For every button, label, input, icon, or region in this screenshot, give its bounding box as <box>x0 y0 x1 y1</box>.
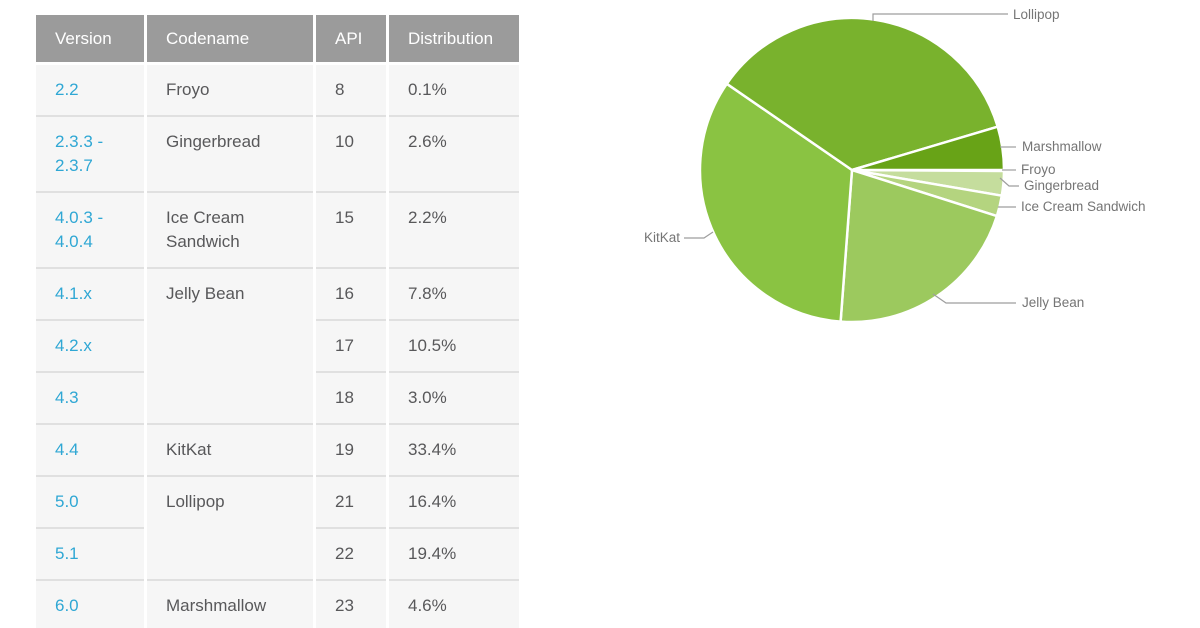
codename-cell: Ice Cream Sandwich <box>147 193 313 269</box>
table-row: 5.0 Lollipop 21 16.4% <box>36 477 519 581</box>
pie-label-marshmallow: Marshmallow <box>1022 139 1102 154</box>
header-version: Version <box>36 15 144 65</box>
distribution-cell: 2.2% <box>389 193 519 269</box>
pie-slices <box>698 16 1006 324</box>
distribution-cell: 16.4% <box>389 477 519 529</box>
api-cell: 23 <box>316 581 386 628</box>
gingerbread-leader-line <box>999 177 1019 187</box>
pie-label-jelly-bean: Jelly Bean <box>1022 295 1084 310</box>
codename-cell: Lollipop <box>147 477 313 581</box>
table-row: 4.1.x Jelly Bean 16 7.8% <box>36 269 519 425</box>
jelly-bean-leader-line <box>932 293 1016 304</box>
distribution-cell: 10.5% <box>389 321 519 373</box>
api-cell: 22 <box>316 529 386 581</box>
table-row: 2.3.3 - 2.3.7 Gingerbread 10 2.6% <box>36 117 519 193</box>
version-link[interactable]: 4.0.3 - 4.0.4 <box>36 193 144 269</box>
kitkat-leader-line <box>684 231 714 239</box>
version-link[interactable]: 4.1.x <box>36 269 144 321</box>
distribution-cell: 33.4% <box>389 425 519 477</box>
pie-slice-kitkat[interactable] <box>698 82 854 323</box>
api-cell: 16 <box>316 269 386 321</box>
distribution-cell: 4.6% <box>389 581 519 628</box>
pie-label-ice-cream-sandwich: Ice Cream Sandwich <box>1021 199 1146 214</box>
codename-cell: Gingerbread <box>147 117 313 193</box>
table-row: 2.2 Froyo 8 0.1% <box>36 65 519 117</box>
version-link[interactable]: 2.3.3 - 2.3.7 <box>36 117 144 193</box>
codename-cell: Jelly Bean <box>147 269 313 425</box>
api-cell: 17 <box>316 321 386 373</box>
pie-label-gingerbread: Gingerbread <box>1024 178 1099 193</box>
distribution-pie-chart: Lollipop Marshmallow Froyo Gingerbread I… <box>600 0 1200 420</box>
distribution-cell: 2.6% <box>389 117 519 193</box>
pie-label-lollipop: Lollipop <box>1013 7 1060 22</box>
lollipop-leader-line <box>872 13 1008 21</box>
pie-label-froyo: Froyo <box>1021 162 1056 177</box>
table-row: 4.2.x 17 10.5% <box>36 321 519 373</box>
table-row: 4.3 18 3.0% <box>36 373 519 425</box>
distribution-cell: 7.8% <box>389 269 519 321</box>
codename-cell: Marshmallow <box>147 581 313 628</box>
version-link[interactable]: 2.2 <box>36 65 144 117</box>
pie-label-kitkat: KitKat <box>644 230 680 245</box>
api-cell: 15 <box>316 193 386 269</box>
table-row: 4.4 KitKat 19 33.4% <box>36 425 519 477</box>
pie-slice-jelly-bean[interactable] <box>839 168 999 324</box>
distribution-cell: 0.1% <box>389 65 519 117</box>
version-link[interactable]: 4.4 <box>36 425 144 477</box>
api-cell: 19 <box>316 425 386 477</box>
codename-cell: KitKat <box>147 425 313 477</box>
distribution-cell: 19.4% <box>389 529 519 581</box>
api-cell: 8 <box>316 65 386 117</box>
version-link[interactable]: 6.0 <box>36 581 144 628</box>
version-link[interactable]: 4.2.x <box>36 321 144 373</box>
api-cell: 18 <box>316 373 386 425</box>
platform-versions-table: Version Codename API Distribution 2.2 Fr… <box>33 15 522 628</box>
table-row: 5.1 22 19.4% <box>36 529 519 581</box>
header-codename: Codename <box>147 15 313 65</box>
version-link[interactable]: 5.1 <box>36 529 144 581</box>
distribution-cell: 3.0% <box>389 373 519 425</box>
version-link[interactable]: 5.0 <box>36 477 144 529</box>
table-row: 4.0.3 - 4.0.4 Ice Cream Sandwich 15 2.2% <box>36 193 519 269</box>
api-cell: 10 <box>316 117 386 193</box>
version-link[interactable]: 4.3 <box>36 373 144 425</box>
api-cell: 21 <box>316 477 386 529</box>
header-distribution: Distribution <box>389 15 519 65</box>
table-header-row: Version Codename API Distribution <box>36 15 519 65</box>
pie-slice-lollipop[interactable] <box>725 16 999 172</box>
codename-cell: Froyo <box>147 65 313 117</box>
table-row: 6.0 Marshmallow 23 4.6% <box>36 581 519 628</box>
header-api: API <box>316 15 386 65</box>
